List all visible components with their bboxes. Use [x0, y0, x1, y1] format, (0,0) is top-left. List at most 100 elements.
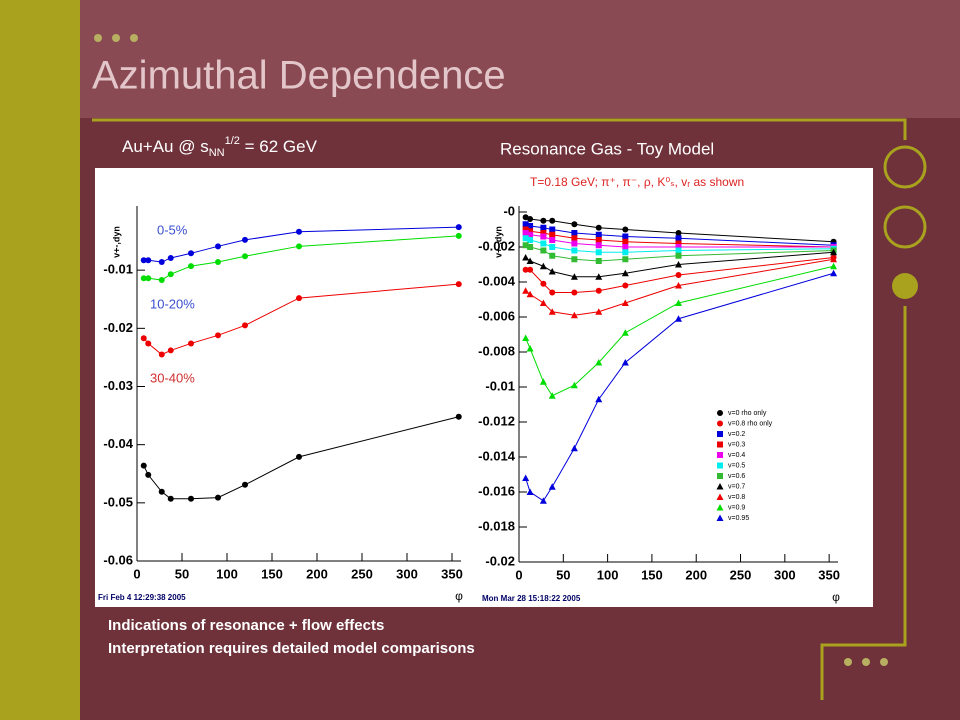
marker [675, 315, 682, 322]
legend-label: v=0.9 [728, 504, 745, 511]
marker [527, 244, 534, 250]
marker [548, 268, 556, 275]
marker [188, 263, 194, 270]
marker [675, 244, 682, 250]
legend-label: v=0.6 [728, 473, 745, 480]
x-axis-label: φ [832, 590, 840, 604]
marker [595, 359, 603, 366]
marker [675, 235, 682, 242]
y-tick-label: -0.02 [103, 320, 133, 335]
footer: Mon Mar 28 15:18:22 2005 [482, 594, 581, 603]
marker [167, 347, 174, 354]
marker [145, 257, 152, 264]
marker [570, 273, 578, 280]
marker [140, 257, 147, 264]
annotation: 30-40% [150, 370, 195, 385]
x-tick-label: 350 [441, 566, 463, 581]
marker [539, 262, 547, 270]
marker [570, 311, 578, 319]
x-tick-label: 350 [818, 567, 840, 582]
y-tick-label: -0.01 [103, 262, 133, 277]
marker [296, 453, 302, 460]
marker [527, 228, 534, 235]
marker [527, 216, 534, 222]
marker [188, 250, 194, 257]
marker [622, 282, 629, 289]
marker [621, 359, 629, 366]
legend-marker [717, 462, 723, 469]
marker [622, 249, 629, 256]
marker [571, 256, 578, 263]
legend-marker [716, 493, 724, 500]
marker [549, 237, 556, 243]
marker [540, 233, 547, 240]
dots [94, 34, 888, 666]
marker [549, 217, 556, 224]
marker [522, 226, 529, 233]
marker [675, 247, 682, 254]
marker [242, 481, 248, 488]
y-axis-label: v+-,dyn [493, 226, 503, 258]
marker [675, 230, 682, 236]
marker [527, 237, 534, 243]
marker [621, 269, 629, 277]
x-tick-label: 0 [515, 567, 522, 582]
marker [539, 299, 547, 306]
marker [595, 273, 603, 280]
legend-marker [717, 410, 723, 416]
y-tick-label: -0.018 [478, 518, 515, 533]
marker [549, 231, 556, 238]
marker [455, 224, 462, 231]
marker [548, 483, 556, 490]
marker [539, 378, 547, 385]
marker [158, 351, 165, 358]
decoration [892, 273, 918, 299]
marker [296, 295, 302, 302]
legend-label: v=0.5 [728, 462, 745, 469]
x-tick-label: 200 [685, 567, 707, 582]
x-tick-label: 250 [351, 566, 373, 581]
marker [570, 381, 578, 389]
marker [571, 247, 578, 254]
x-tick-label: 150 [641, 567, 663, 582]
marker [455, 413, 462, 420]
marker [540, 240, 547, 247]
legend-marker [717, 420, 723, 427]
marker [621, 329, 629, 336]
marker [830, 255, 838, 263]
legend-marker [716, 504, 724, 511]
x-tick-label: 50 [175, 566, 189, 581]
slide-title: Azimuthal Dependence [92, 54, 506, 98]
marker [158, 259, 165, 266]
y-tick-label: -0 [503, 203, 515, 218]
legend-marker [716, 483, 724, 490]
legend-label: v=0.95 [728, 515, 749, 522]
marker [595, 395, 603, 403]
decoration [92, 118, 927, 700]
marker [242, 322, 248, 329]
x-tick-label: 300 [396, 566, 418, 581]
legend-label: v=0.3 [728, 441, 745, 448]
y-tick-label: -0.02 [485, 553, 515, 568]
marker [215, 243, 221, 250]
marker [622, 238, 629, 245]
marker [540, 217, 547, 224]
annotation: 10-20% [150, 296, 195, 311]
marker [526, 488, 534, 495]
marker [215, 259, 221, 266]
marker [570, 444, 578, 452]
marker [242, 236, 248, 243]
y-tick-label: -0.01 [485, 378, 515, 393]
marker [549, 244, 556, 250]
marker [595, 308, 603, 315]
marker [830, 248, 838, 256]
marker [675, 240, 682, 247]
marker [595, 258, 602, 264]
y-tick-label: -0.012 [478, 413, 515, 428]
x-tick-label: 200 [306, 566, 328, 581]
marker [296, 228, 302, 235]
x-tick-label: 250 [730, 567, 752, 582]
marker [675, 261, 682, 268]
marker [595, 249, 602, 256]
legend-label: v=0.8 rho only [728, 420, 773, 427]
